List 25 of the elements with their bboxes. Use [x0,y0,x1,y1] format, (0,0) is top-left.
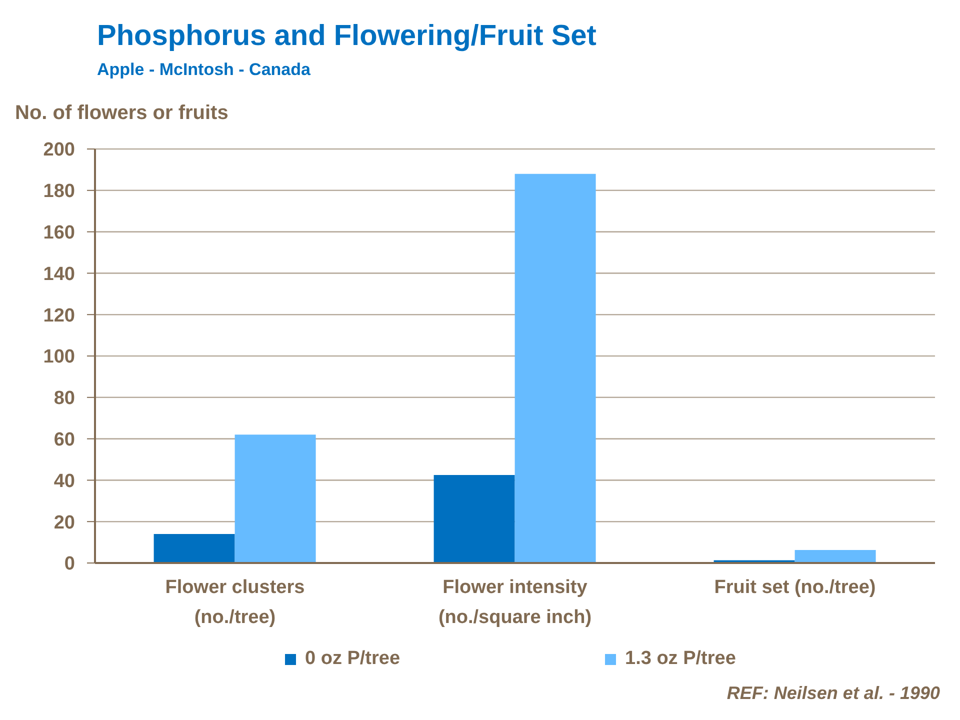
legend-label: 1.3 oz P/tree [625,648,736,670]
y-tick-label: 160 [43,222,75,244]
y-tick-label: 20 [54,512,75,534]
x-tick-label: Flower clusters (no./tree) [165,577,305,628]
y-tick-label: 80 [54,388,75,410]
chart-title: Phosphorus and Flowering/Fruit Set [97,20,596,53]
bar [514,174,596,563]
bar [434,475,515,563]
x-tick-label: Fruit set (no./tree) [714,577,876,598]
legend-label: 0 oz P/tree [305,648,400,670]
y-tick-label: 120 [43,305,75,326]
bar [794,550,876,563]
text: REF: Neilsen et al. - 1990 [726,683,940,704]
chart-subtitle: Apple - McIntosh - Canada [97,60,310,80]
y-tick-label: 100 [43,346,75,368]
y-tick-label: 0 [64,554,75,575]
y-tick-label: 200 [43,140,75,161]
y-tick-label: 140 [43,264,75,285]
bar [154,534,235,563]
y-axis-title: No. of flowers or fruits [15,102,228,125]
bar [234,434,316,563]
y-tick-label: 40 [54,470,75,492]
y-tick-label: 60 [54,430,75,451]
x-tick-label: Flower intensity (no./square inch) [438,577,592,628]
y-tick-label: 180 [43,181,75,202]
